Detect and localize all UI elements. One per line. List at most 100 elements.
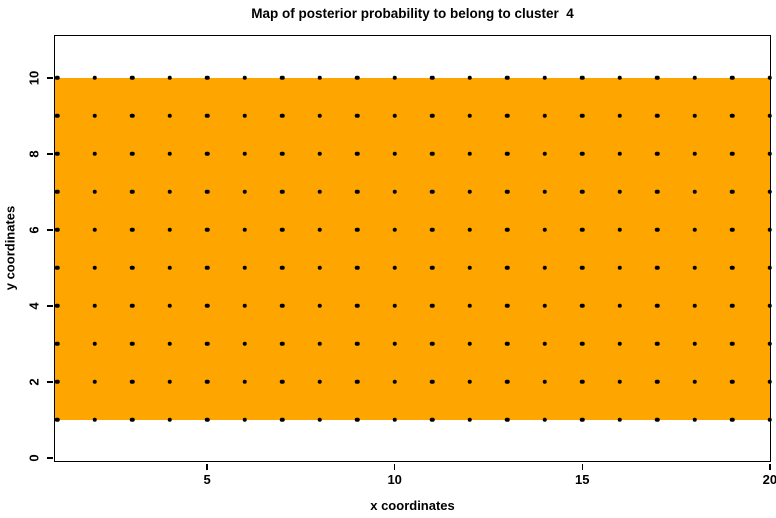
data-point [692,417,698,423]
data-point [655,189,660,195]
data-point [92,341,97,347]
data-point [354,265,360,271]
data-point [167,151,172,157]
data-point [242,113,247,119]
data-point [392,379,397,385]
data-point [317,341,322,347]
data-point [354,151,360,157]
data-point [429,265,435,271]
data-point [317,265,322,271]
y-tick-mark [46,77,53,79]
data-point [392,303,397,309]
data-point [504,227,510,233]
data-point [504,341,510,347]
y-axis-label: y coordinates [2,205,18,291]
y-tick-label: 10 [26,70,42,86]
data-point [467,189,472,195]
data-point [542,341,547,347]
data-point [767,113,773,119]
data-point [204,265,210,271]
data-point [504,113,510,119]
data-point [242,417,247,423]
data-point [504,303,510,309]
data-point [54,341,60,347]
data-point [54,417,60,423]
data-point [167,75,172,81]
data-point [767,379,773,385]
probability-region [54,77,771,420]
data-point [54,265,60,271]
data-point [354,189,360,195]
data-point [392,75,397,81]
data-point [279,113,285,119]
y-tick-label: 6 [26,226,42,234]
data-point [542,417,547,423]
data-point [242,151,247,157]
data-point [542,151,547,157]
data-point [617,113,623,119]
data-point [692,113,698,119]
data-point [730,379,735,385]
data-point [167,265,172,271]
data-point [429,227,435,233]
data-point [692,303,698,309]
data-point [580,379,585,385]
data-point [92,417,97,423]
data-point [204,75,210,81]
data-point [429,341,435,347]
data-point [167,227,172,233]
data-point [92,227,97,233]
data-point [279,417,285,423]
data-point [354,303,360,309]
data-point [129,265,135,271]
data-point [542,265,547,271]
data-point [317,113,322,119]
data-point [542,303,547,309]
data-point [54,75,60,81]
data-point [467,417,472,423]
data-point [655,303,660,309]
data-point [692,75,698,81]
data-point [730,341,735,347]
data-point [92,151,97,157]
data-point [354,227,360,233]
data-point [617,303,623,309]
data-point [167,303,172,309]
data-point [580,265,585,271]
data-point [167,417,172,423]
data-point [204,189,210,195]
data-point [242,265,247,271]
data-point [467,227,472,233]
data-point [242,303,247,309]
data-point [279,75,285,81]
data-point [617,189,623,195]
data-point [204,151,210,157]
data-point [129,303,135,309]
data-point [242,379,247,385]
data-point [767,341,773,347]
data-point [242,189,247,195]
data-point [542,379,547,385]
data-point [580,75,585,81]
data-point [317,151,322,157]
y-tick-label: 2 [26,378,42,386]
data-point [467,151,472,157]
data-point [279,379,285,385]
data-point [392,227,397,233]
data-point [242,227,247,233]
x-tick-label: 10 [387,472,402,487]
y-tick-label: 0 [26,454,42,462]
data-point [655,341,660,347]
data-point [167,341,172,347]
data-point [617,417,623,423]
data-point [279,227,285,233]
y-tick-label: 8 [26,150,42,158]
data-point [730,151,735,157]
data-point [730,227,735,233]
data-point [429,75,435,81]
data-point [730,113,735,119]
y-tick-mark [46,229,53,231]
data-point [354,113,360,119]
data-point [655,227,660,233]
data-point [242,75,247,81]
